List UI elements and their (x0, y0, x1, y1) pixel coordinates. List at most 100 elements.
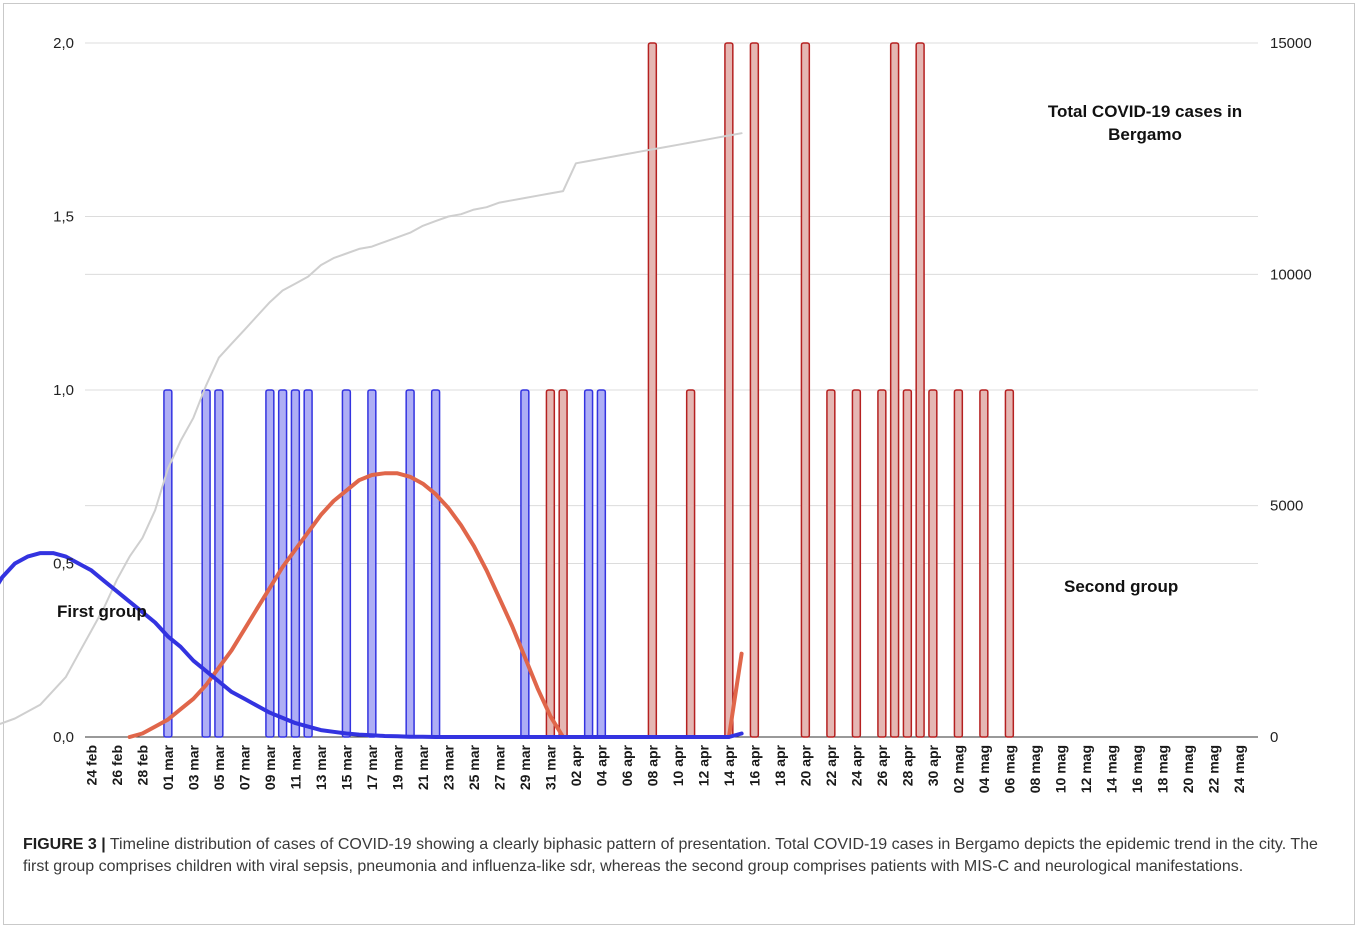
figure-frame (3, 3, 1355, 925)
annotation-total-line2: Bergamo (1108, 125, 1182, 144)
x-tick-label: 04 mag (976, 745, 992, 793)
trend-lines (0, 132, 744, 739)
annotation-total-line1: Total COVID-19 cases in (1048, 102, 1242, 121)
bar-first-group (214, 389, 224, 738)
x-tick-label: 08 mag (1027, 745, 1043, 793)
bar-second-group (1004, 389, 1015, 738)
bar-second-group (724, 42, 734, 738)
y2-tick-label: 10000 (1270, 266, 1312, 283)
bar-first-group (201, 389, 211, 738)
x-tick-label: 10 apr (670, 744, 686, 786)
bar-first-group (341, 389, 352, 738)
bar-second-group (851, 389, 862, 738)
bar-first-group (405, 389, 415, 738)
x-tick-label: 26 apr (874, 744, 890, 786)
line-total-cases-bergamo (0, 132, 743, 725)
caption-label: FIGURE 3 | (23, 836, 106, 853)
x-tick-label: 22 apr (823, 744, 839, 786)
x-tick-label: 16 apr (746, 744, 762, 786)
x-tick-label: 18 mag (1154, 745, 1170, 793)
x-tick-label: 27 mar (491, 744, 507, 790)
annotation-first-group: First group (57, 602, 147, 621)
bar-first-group (520, 389, 530, 738)
x-tick-label: 06 apr (619, 744, 635, 786)
x-tick-label: 12 mag (1078, 745, 1094, 793)
bar-second-group (826, 389, 836, 738)
bar-second-group (889, 42, 900, 738)
x-axis: 24 feb 26 feb 28 feb 01 mar 03 mar 05 mar 07 m… (83, 744, 1247, 793)
bar-second-group (928, 389, 938, 738)
bar-second-group (545, 389, 556, 738)
x-tick-label: 12 apr (695, 744, 711, 786)
x-tick-label: 02 mag (950, 745, 966, 793)
x-tick-label: 29 mar (517, 744, 533, 790)
x-tick-label: 24 apr (848, 744, 864, 786)
bars (163, 42, 1015, 738)
x-tick-label: 17 mar (364, 744, 380, 790)
x-tick-label: 14 apr (721, 744, 737, 786)
x-tick-label: 04 apr (593, 744, 609, 786)
x-tick-label: 28 apr (899, 744, 915, 786)
bar-second-group (953, 389, 964, 738)
x-tick-label: 08 apr (644, 744, 660, 786)
x-tick-label: 19 mar (389, 744, 405, 790)
chart: 0,0 0,5 1,0 1,5 2,0 0 5000 10000 15000 24 feb 26… (0, 35, 1312, 793)
y2-tick-label: 15000 (1270, 35, 1312, 52)
y2-tick-label: 0 (1270, 729, 1278, 746)
x-tick-label: 02 apr (568, 744, 584, 786)
y-axis-right: 0 5000 10000 15000 (1270, 35, 1312, 746)
bar-first-group (265, 389, 275, 738)
x-tick-label: 01 mar (160, 744, 176, 790)
x-tick-label: 23 mar (440, 744, 456, 790)
bar-second-group (749, 42, 760, 738)
bar-first-group (583, 389, 594, 738)
bar-first-group (290, 389, 301, 738)
x-tick-label: 30 apr (925, 744, 941, 786)
bar-second-group (877, 389, 887, 738)
annotation-second-group: Second group (1064, 577, 1178, 596)
bar-second-group (902, 389, 913, 738)
bar-first-group (596, 389, 607, 738)
bar-first-group (430, 389, 441, 738)
x-tick-label: 25 mar (466, 744, 482, 790)
x-tick-label: 11 mar (287, 744, 303, 789)
x-tick-label: 21 mar (415, 744, 431, 790)
x-tick-label: 15 mar (338, 744, 354, 790)
x-tick-label: 20 apr (797, 744, 813, 786)
bar-first-group (163, 389, 173, 738)
bar-second-group (558, 389, 568, 738)
x-tick-label: 22 mag (1205, 745, 1221, 793)
x-tick-label: 26 feb (109, 745, 125, 785)
x-tick-label: 03 mar (185, 744, 201, 790)
line-first-group (0, 551, 744, 739)
x-tick-label: 18 apr (772, 744, 788, 786)
bar-second-group (915, 42, 925, 738)
figure-caption: FIGURE 3 | Timeline distribution of case… (23, 834, 1341, 878)
bar-second-group (647, 42, 658, 738)
x-tick-label: 31 mar (542, 744, 558, 790)
x-tick-label: 24 mag (1231, 745, 1247, 793)
bar-first-group (367, 389, 377, 738)
x-tick-label: 14 mag (1103, 745, 1119, 793)
x-tick-label: 09 mar (262, 744, 278, 790)
gridlines (85, 42, 1258, 738)
x-tick-label: 28 feb (134, 745, 150, 785)
y-tick-label: 1,5 (53, 209, 74, 226)
x-tick-label: 05 mar (211, 744, 227, 790)
y-tick-label: 2,0 (53, 35, 74, 52)
bar-second-group (979, 389, 989, 738)
x-tick-label: 24 feb (83, 745, 99, 785)
caption-text: Timeline distribution of cases of COVID-… (23, 836, 1318, 875)
y-tick-label: 0,0 (53, 729, 74, 746)
y2-tick-label: 5000 (1270, 498, 1303, 515)
bar-second-group (800, 42, 811, 738)
x-tick-label: 06 mag (1001, 745, 1017, 793)
y-axis-left: 0,0 0,5 1,0 1,5 2,0 (53, 35, 74, 746)
y-tick-label: 1,0 (53, 382, 74, 399)
x-tick-label: 16 mag (1129, 745, 1145, 793)
x-tick-label: 07 mar (236, 744, 252, 790)
x-tick-label: 20 mag (1180, 745, 1196, 793)
bar-first-group (303, 389, 313, 738)
bar-second-group (685, 389, 696, 738)
x-tick-label: 10 mag (1052, 745, 1068, 793)
